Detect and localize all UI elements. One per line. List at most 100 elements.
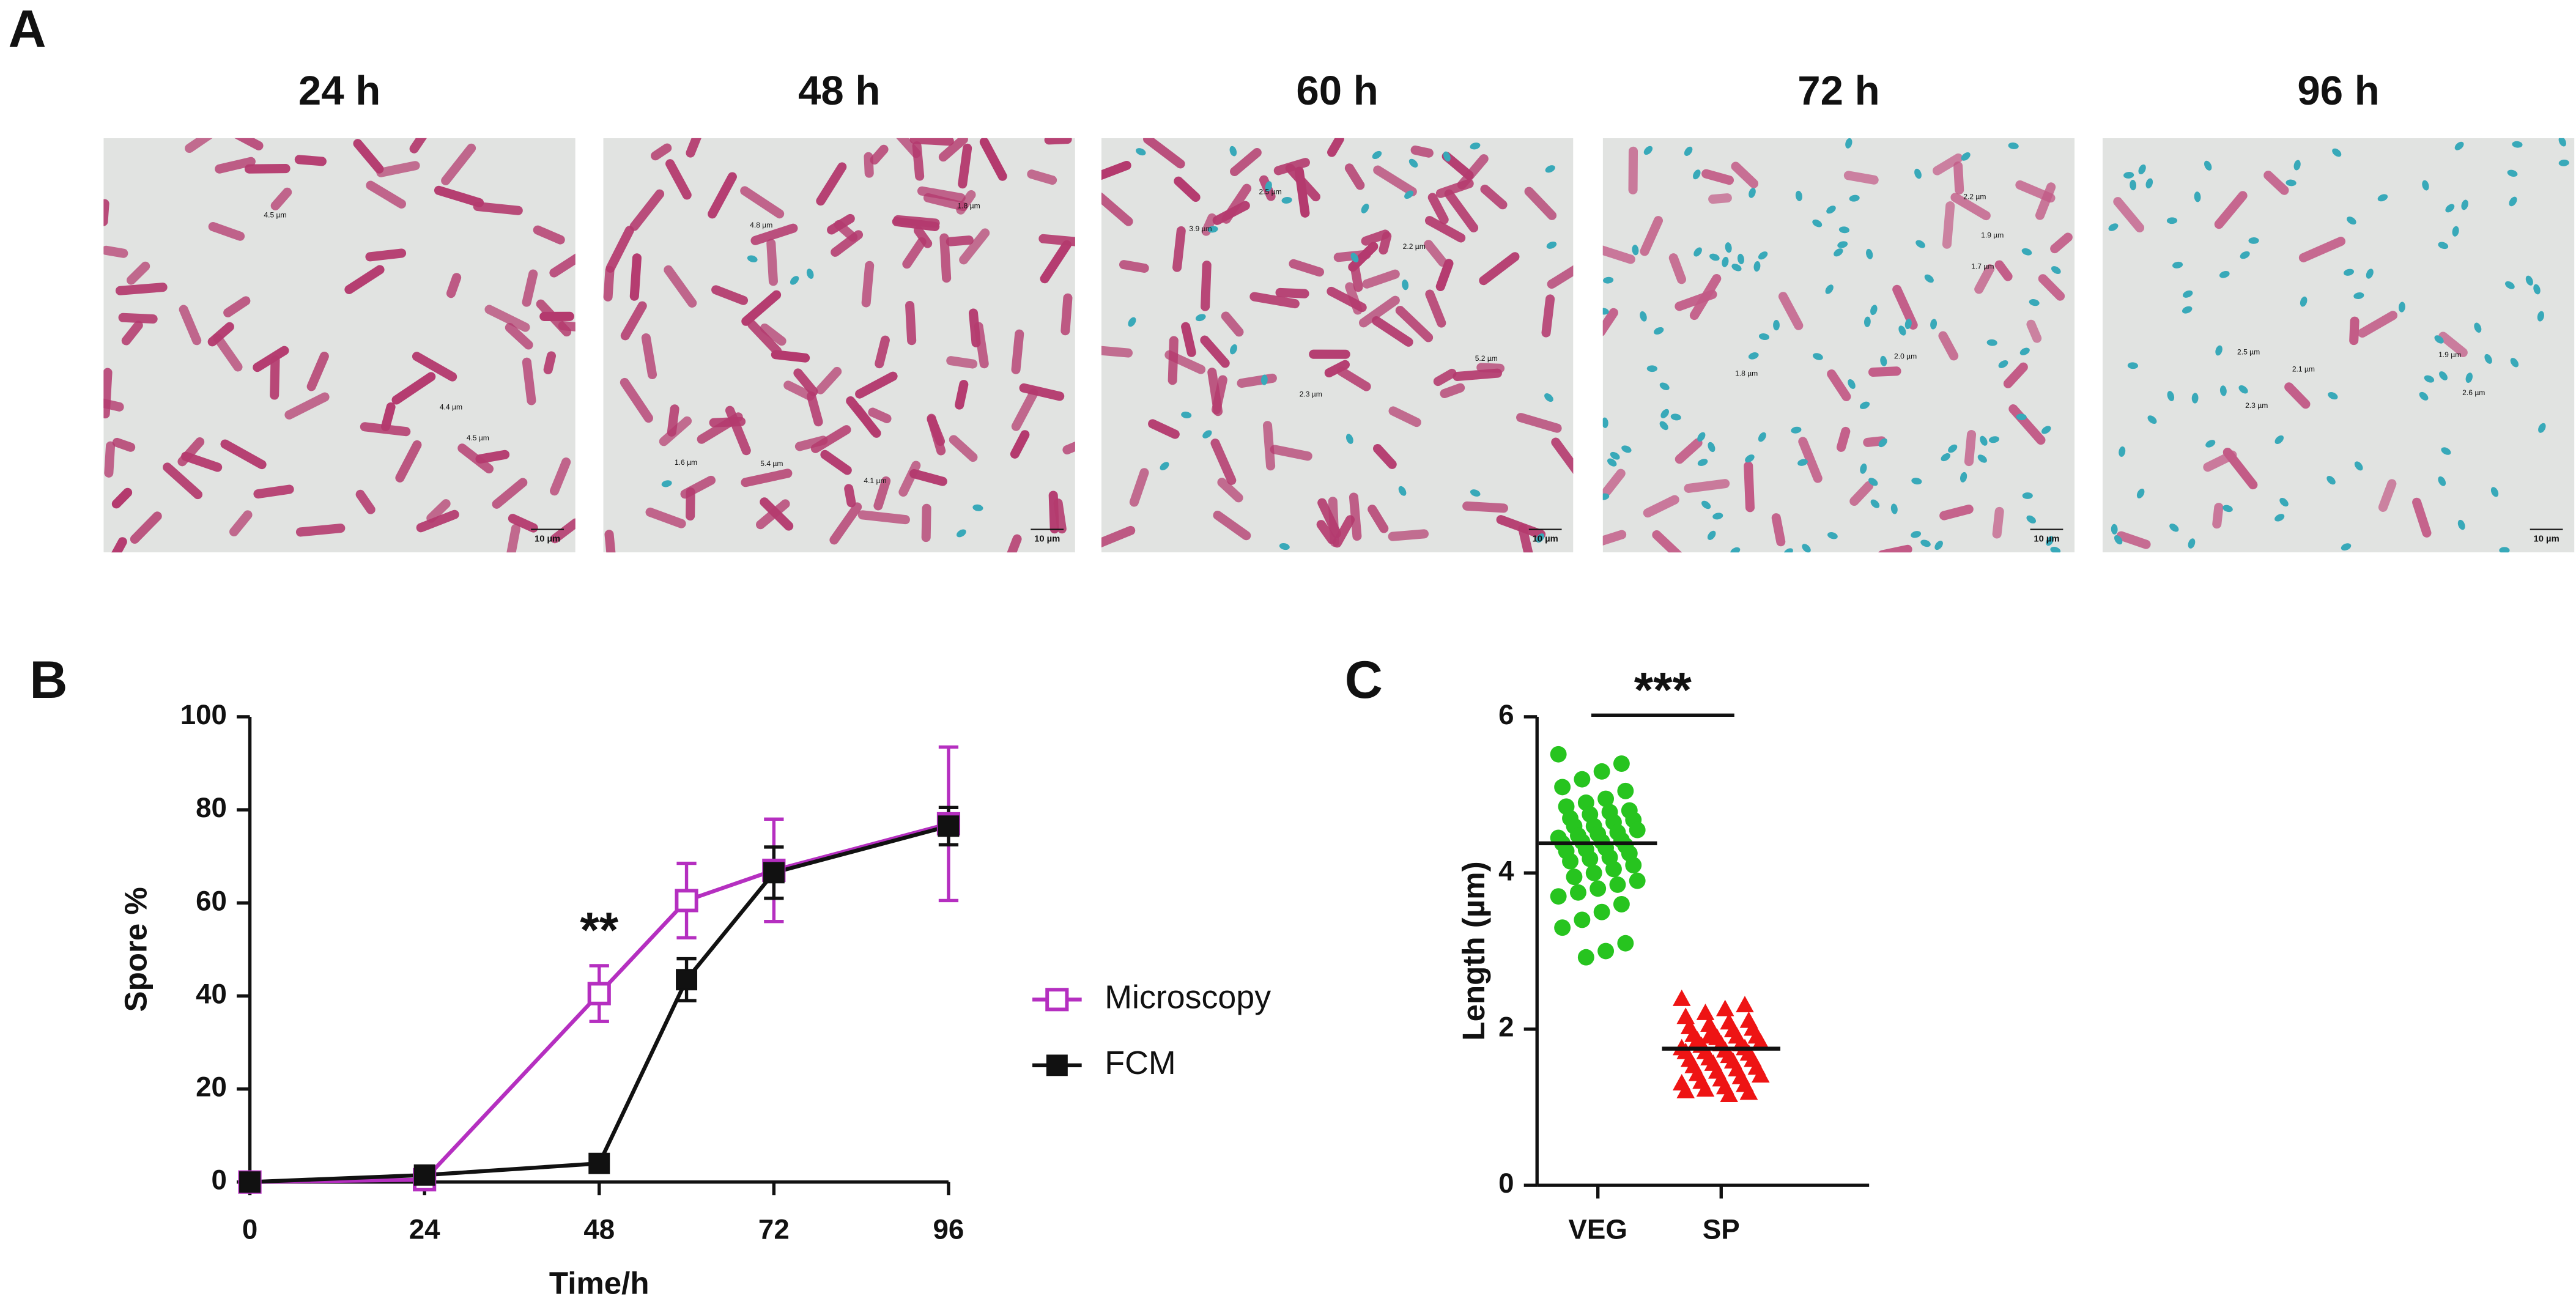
cell-rod (629, 253, 642, 301)
y-tick-label: 60 (196, 885, 227, 916)
spore (2026, 515, 2037, 524)
measurement-label: 1.9 µm (2438, 350, 2461, 359)
spore (1443, 151, 1451, 162)
cell-rod (956, 190, 976, 215)
measurement-label: 2.3 µm (2245, 401, 2268, 410)
spore (1920, 539, 1931, 547)
cell-rod (844, 484, 856, 508)
point (1609, 876, 1626, 893)
point (1597, 942, 1615, 960)
spore (2046, 536, 2054, 546)
spore (1988, 436, 1999, 443)
spore (1545, 165, 1555, 173)
micrograph: 4.8 µm 1.6 µm 4.1 µm 5.4 µm 1.8 µm 10 µm (603, 138, 1075, 553)
micrograph-background (103, 138, 576, 553)
scale-bar-label: 10 µm (2534, 535, 2559, 544)
spore (1707, 530, 1716, 540)
cell-rod (270, 355, 280, 400)
spore (1737, 253, 1744, 264)
micrograph-title: 48 h (798, 68, 880, 114)
significance: ** (580, 903, 618, 958)
cell-rod (353, 139, 384, 174)
point (1696, 1004, 1715, 1020)
spore (957, 529, 966, 538)
legend-marker (1046, 1054, 1068, 1076)
spore (2219, 271, 2230, 278)
cell-rod (1005, 534, 1022, 553)
measurement-label: 4.5 µm (264, 210, 286, 219)
x-tick-label: 48 (583, 1213, 615, 1245)
measurement-label: 2.2 µm (1403, 242, 1426, 251)
cell-rod (1038, 234, 1075, 247)
spore (2147, 415, 2157, 424)
cell-rod (1424, 216, 1466, 243)
spore (1986, 339, 1997, 346)
point (1590, 880, 1607, 897)
spore (2474, 322, 2482, 333)
spore (1941, 453, 1951, 462)
cell-rod (2438, 331, 2468, 357)
scale-bar-label: 10 µm (1533, 535, 1558, 544)
cell-rod (1878, 544, 1912, 553)
y-tick-label: 0 (212, 1164, 227, 1196)
spore (2399, 302, 2405, 313)
point (1550, 888, 1567, 905)
spore (2341, 543, 2352, 551)
y-tick-label: 2 (1498, 1012, 1514, 1043)
cell-rod (2358, 311, 2398, 338)
y-tick-label: 80 (196, 792, 227, 823)
point (763, 862, 785, 884)
cell-rod (846, 396, 881, 438)
cell-rod (902, 237, 927, 269)
cell-rod (711, 285, 749, 305)
cell-rod (220, 439, 267, 470)
spore (2016, 413, 2027, 421)
cell-rod (1778, 292, 1804, 330)
spore (1640, 311, 1647, 322)
legend-label: Microscopy (1105, 979, 1271, 1016)
cell-rod (766, 239, 778, 286)
spore (2558, 138, 2566, 147)
spore (1350, 253, 1359, 263)
cell-rod (1798, 437, 1823, 483)
significance: *** (1634, 663, 1692, 718)
cell-rod (1652, 530, 1689, 553)
cell-rod (1327, 138, 1344, 157)
spore (1372, 150, 1382, 160)
measurement-label: 2.5 µm (1259, 188, 1281, 196)
scale-bar-label: 10 µm (1034, 535, 1060, 544)
measurement-label: 1.7 µm (1971, 262, 1994, 270)
spore (1684, 146, 1693, 156)
spore (2194, 191, 2201, 202)
spore (1980, 435, 1988, 446)
cell-rod (771, 350, 810, 363)
cell-rod (1172, 226, 1186, 272)
point (588, 1152, 610, 1174)
spore (1961, 152, 1971, 161)
cell-rod (1019, 383, 1065, 401)
spore (1722, 256, 1729, 267)
spore (1773, 320, 1780, 331)
cell-rod (118, 313, 158, 324)
spore (2353, 292, 2364, 300)
point (1569, 884, 1586, 901)
cell-rod (103, 245, 128, 258)
cell-rod (750, 223, 798, 245)
point (1715, 999, 1734, 1016)
spore (2050, 546, 2061, 553)
cell-rod (1547, 259, 1574, 289)
cell-rod (185, 138, 223, 154)
spore (2558, 159, 2569, 166)
spore (1795, 190, 1802, 201)
cell-rod (426, 499, 451, 523)
spore (1960, 472, 1967, 483)
cell-rod (1181, 322, 1196, 357)
point (1593, 903, 1610, 920)
cell-rod (1964, 430, 1977, 467)
cell-rod (376, 161, 420, 177)
cell-rod (958, 143, 972, 189)
spore (2438, 242, 2449, 250)
point (1720, 1086, 1738, 1102)
cell-rod (103, 368, 113, 419)
spore (972, 504, 983, 511)
